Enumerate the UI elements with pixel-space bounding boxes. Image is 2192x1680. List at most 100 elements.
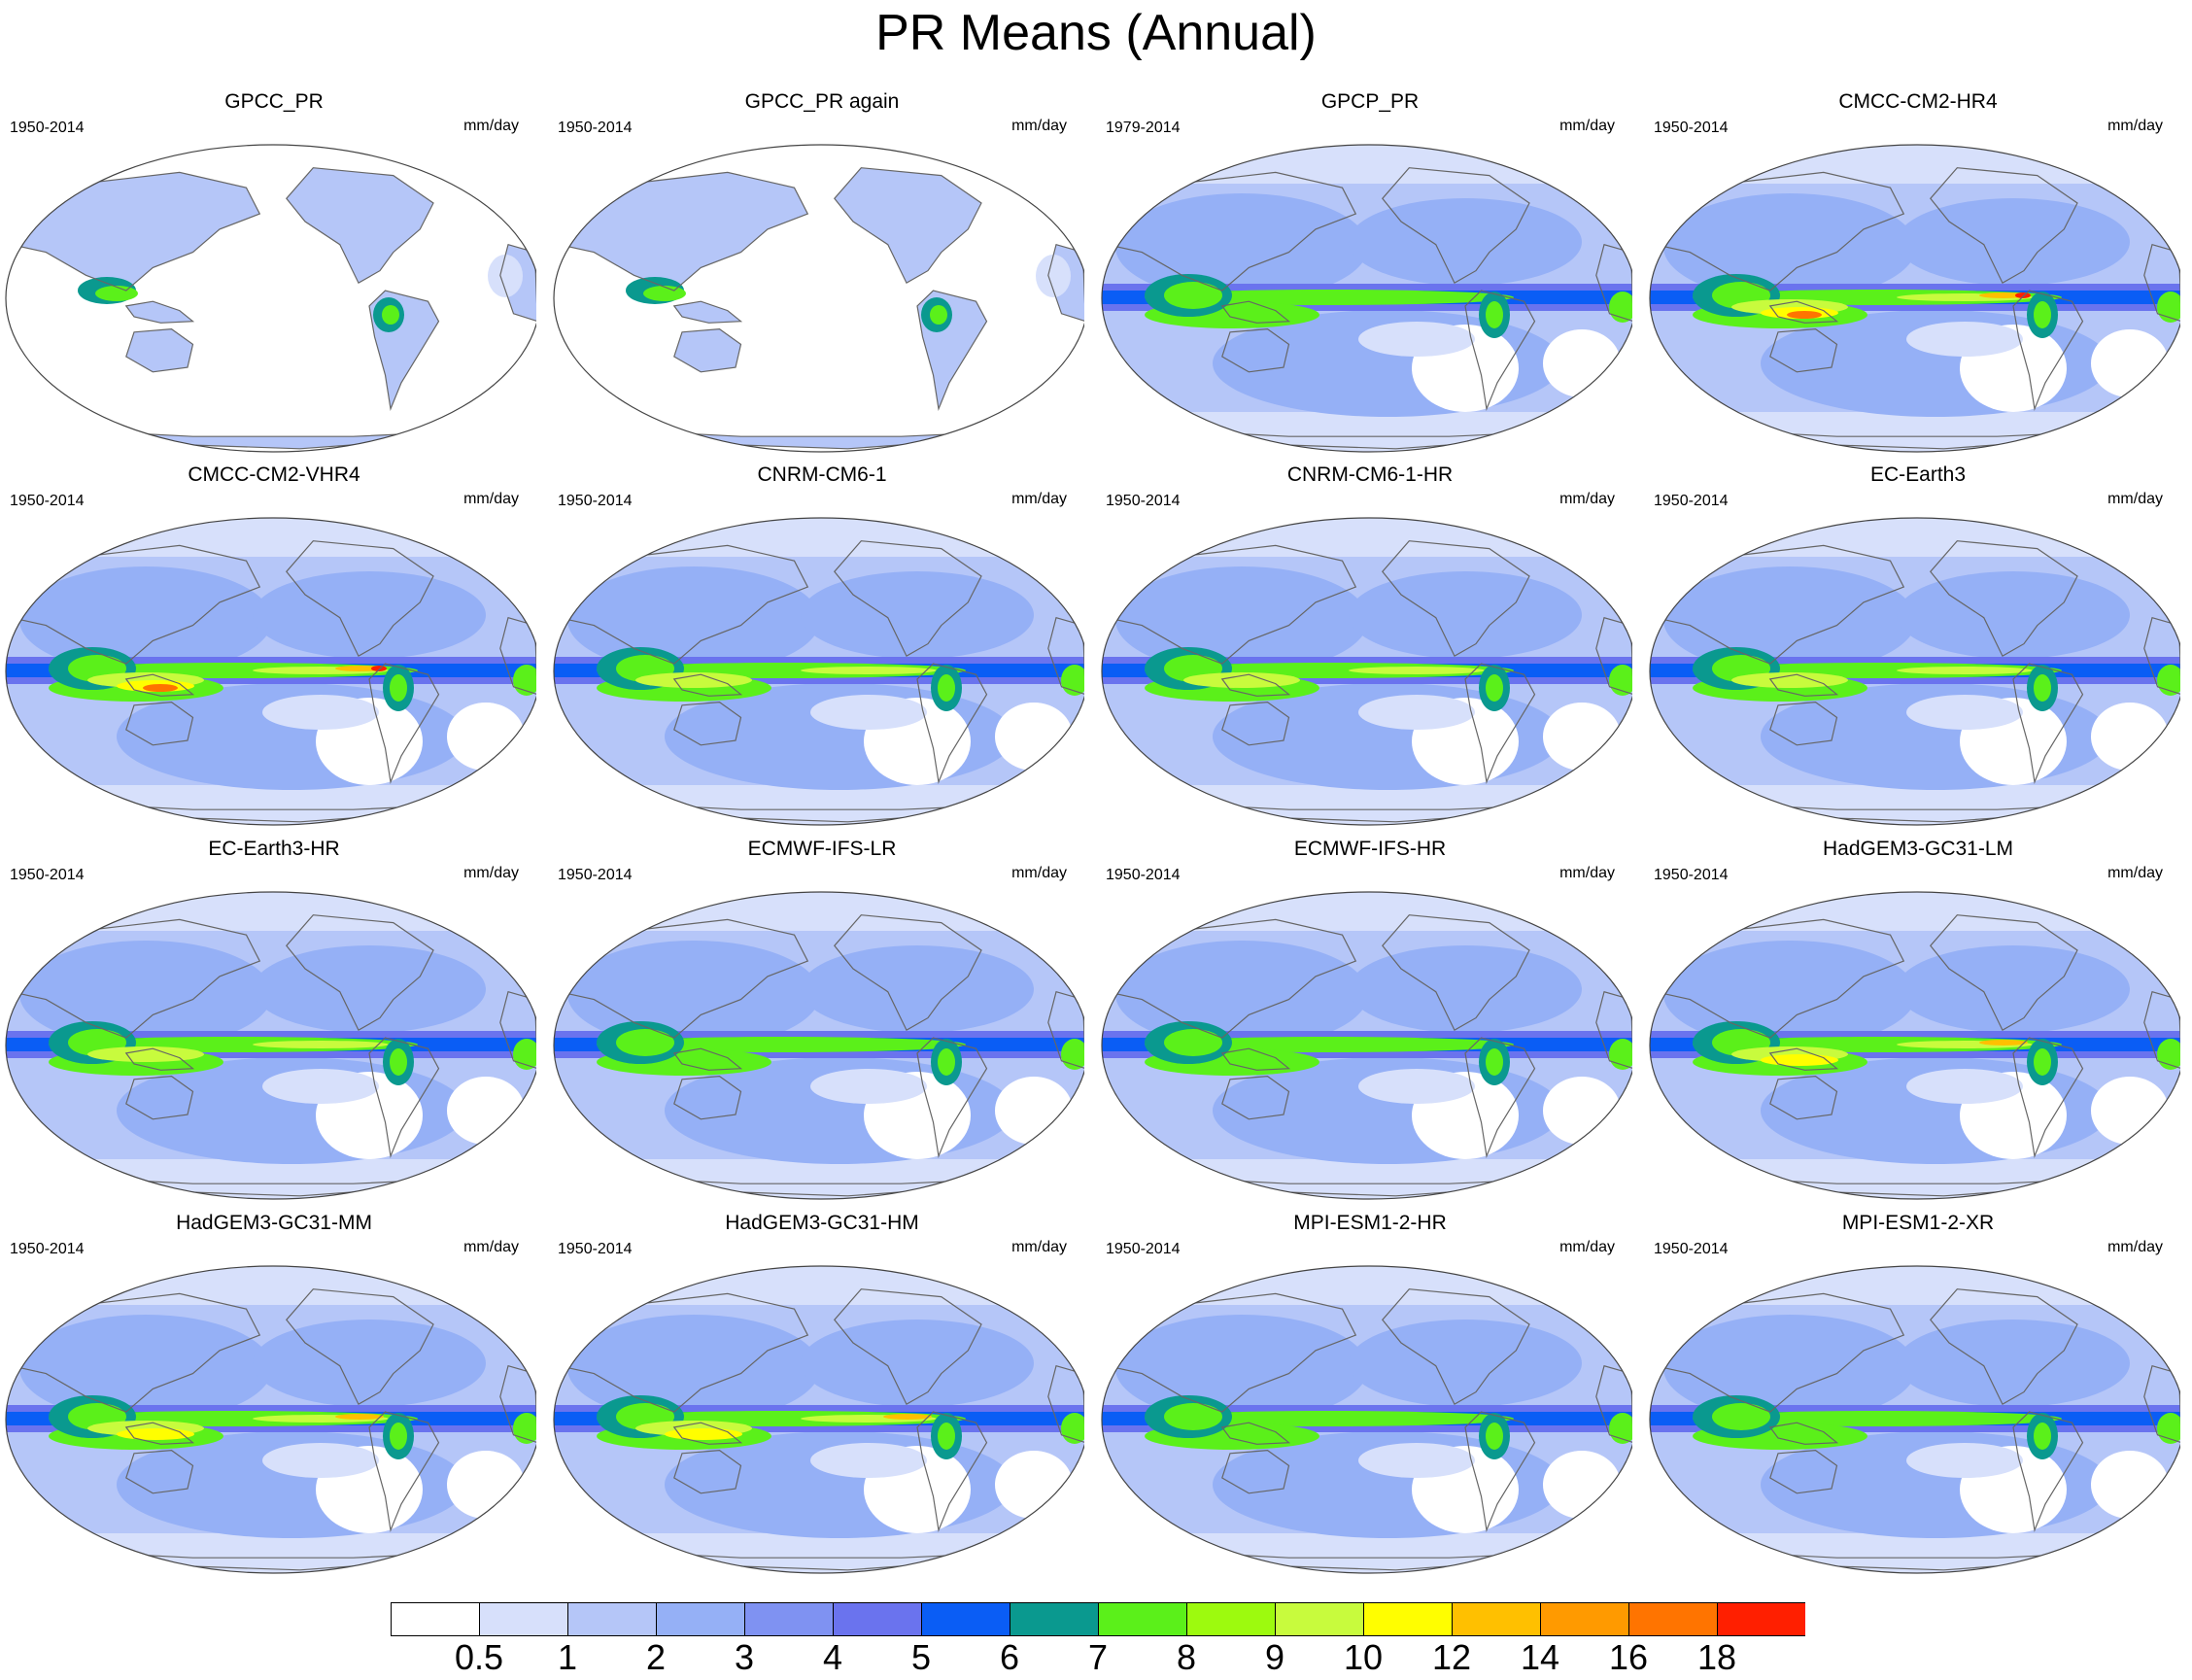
colorbar-segment (921, 1602, 1010, 1636)
precip-field (1102, 518, 1632, 825)
map-panel: ECMWF-IFS-HR 1950-2014 mm/day (1096, 837, 1644, 1212)
precip-field (1102, 1266, 1632, 1573)
map-panel: CNRM-CM6-1-HR 1950-2014 mm/day (1096, 463, 1644, 838)
precip-map (1649, 1265, 2180, 1574)
precip-map (1101, 517, 1632, 826)
precip-field (6, 518, 536, 825)
colorbar-tick-label: 2 (645, 1637, 667, 1677)
map-panel: CMCC-CM2-VHR4 1950-2014 mm/day (0, 463, 548, 838)
precip-map (1101, 144, 1632, 453)
map-border (1101, 517, 1632, 826)
panel-units: mm/day (2107, 118, 2163, 134)
precip-map (1649, 144, 2180, 453)
map-border (5, 1265, 536, 1574)
colorbar-tick-label: 16 (1608, 1637, 1649, 1677)
panel-title: MPI-ESM1-2-HR (1293, 1212, 1447, 1234)
colorbar-segment (744, 1602, 834, 1636)
map-border (553, 891, 1084, 1200)
map-border (1649, 144, 2180, 453)
precip-field (1650, 145, 2180, 452)
panel-units: mm/day (1011, 1239, 1067, 1255)
colorbar-tick-label: 1 (557, 1637, 578, 1677)
map-border (5, 891, 536, 1200)
colorbar-segment (1452, 1602, 1541, 1636)
colorbar-segment (833, 1602, 922, 1636)
panel-period: 1950-2014 (1654, 493, 1729, 509)
panel-period: 1950-2014 (558, 120, 633, 136)
panel-units: mm/day (2107, 1239, 2163, 1255)
panel-period: 1950-2014 (558, 493, 633, 509)
precip-field (554, 1266, 1084, 1573)
panel-title: CNRM-CM6-1-HR (1286, 463, 1454, 486)
colorbar-segment (1540, 1602, 1629, 1636)
map-panel: CMCC-CM2-HR4 1950-2014 mm/day (1644, 89, 2192, 464)
panel-units: mm/day (2107, 865, 2163, 881)
precip-map (5, 144, 536, 453)
panel-title: HadGEM3-GC31-MM (176, 1212, 372, 1234)
colorbar-segment (1275, 1602, 1364, 1636)
panel-units: mm/day (1011, 118, 1067, 134)
map-border (553, 1265, 1084, 1574)
precip-field (6, 892, 536, 1199)
colorbar-segment (656, 1602, 745, 1636)
colorbar-segment (1628, 1602, 1718, 1636)
precip-field (554, 145, 1084, 452)
map-border (553, 517, 1084, 826)
colorbar-tick-labels: 0.5 1 2 3 4 5 6 7 8 9 10 12 14 16 18 (0, 1638, 2192, 1677)
panel-units: mm/day (463, 118, 519, 134)
precip-map (1649, 517, 2180, 826)
colorbar-tick-label: 9 (1264, 1637, 1285, 1677)
precip-map (553, 891, 1084, 1200)
panel-period: 1950-2014 (1654, 867, 1729, 883)
panel-title: CMCC-CM2-HR4 (1838, 90, 1998, 113)
panel-period: 1950-2014 (10, 867, 85, 883)
panel-period: 1979-2014 (1106, 120, 1181, 136)
map-border (1101, 891, 1632, 1200)
panel-units: mm/day (463, 491, 519, 507)
map-panel: HadGEM3-GC31-HM 1950-2014 mm/day (548, 1211, 1096, 1586)
map-panel: CNRM-CM6-1 1950-2014 mm/day (548, 463, 1096, 838)
map-border (5, 144, 536, 453)
colorbar-segment (1363, 1602, 1453, 1636)
map-border (1101, 1265, 1632, 1574)
map-border (1101, 144, 1632, 453)
panel-period: 1950-2014 (1654, 120, 1729, 136)
map-border (1649, 1265, 2180, 1574)
panel-period: 1950-2014 (10, 493, 85, 509)
panel-title: CMCC-CM2-VHR4 (188, 463, 360, 486)
panel-period: 1950-2014 (1106, 493, 1181, 509)
panel-title: GPCP_PR (1320, 90, 1420, 113)
panel-units: mm/day (1559, 118, 1615, 134)
panel-title: EC-Earth3 (1869, 463, 1967, 486)
panel-title: MPI-ESM1-2-XR (1841, 1212, 1995, 1234)
map-panel: HadGEM3-GC31-MM 1950-2014 mm/day (0, 1211, 548, 1586)
panel-title: ECMWF-IFS-HR (1293, 838, 1447, 860)
precip-map (553, 517, 1084, 826)
colorbar-segment (479, 1602, 568, 1636)
figure-title: PR Means (Annual) (875, 5, 1317, 61)
map-panel: ECMWF-IFS-LR 1950-2014 mm/day (548, 837, 1096, 1212)
map-border (1649, 517, 2180, 826)
precip-field (1102, 145, 1632, 452)
precip-map (1649, 891, 2180, 1200)
panel-period: 1950-2014 (1654, 1241, 1729, 1257)
colorbar-tick-label: 6 (999, 1637, 1020, 1677)
map-border (553, 144, 1084, 453)
panel-units: mm/day (1559, 1239, 1615, 1255)
colorbar-tick-label: 3 (734, 1637, 755, 1677)
colorbar-segment (391, 1602, 480, 1636)
map-panel: MPI-ESM1-2-HR 1950-2014 mm/day (1096, 1211, 1644, 1586)
colorbar-segment (1010, 1602, 1099, 1636)
colorbar (391, 1602, 1805, 1636)
panel-units: mm/day (1011, 865, 1067, 881)
panel-units: mm/day (1559, 865, 1615, 881)
colorbar-tick-label: 5 (910, 1637, 932, 1677)
panel-title: ECMWF-IFS-LR (747, 838, 897, 860)
precip-field (6, 145, 536, 452)
colorbar-segment (1186, 1602, 1276, 1636)
precip-map (1101, 891, 1632, 1200)
map-panel: MPI-ESM1-2-XR 1950-2014 mm/day (1644, 1211, 2192, 1586)
map-panel: EC-Earth3-HR 1950-2014 mm/day (0, 837, 548, 1212)
precip-map (5, 1265, 536, 1574)
colorbar-tick-label: 4 (822, 1637, 843, 1677)
